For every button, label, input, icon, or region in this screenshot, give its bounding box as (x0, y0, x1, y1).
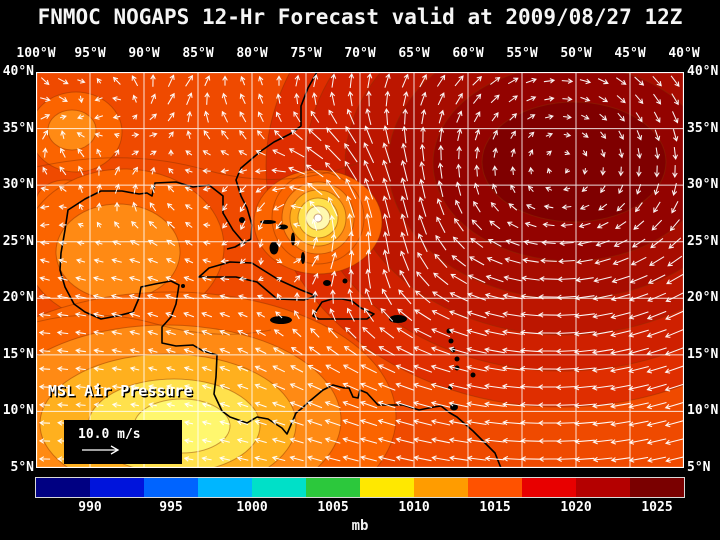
wind-scale-legend: 10.0 m/s (64, 420, 182, 464)
colorbar-tick-label: 1005 (317, 500, 349, 515)
island-antilles (454, 356, 460, 362)
wind-scale-label: 10.0 m/s (78, 427, 141, 442)
lat-tick-label: 40°N (687, 64, 719, 79)
lat-tick-label: 15°N (687, 346, 719, 362)
island-andros (269, 241, 279, 255)
lat-tick-label: 20°N (687, 290, 719, 306)
island-puerto-rico (389, 315, 407, 323)
coastline-cuba (198, 261, 317, 301)
lat-tick-label: 5°N (10, 460, 34, 475)
colorbar-segment (414, 478, 468, 497)
colorbar-segment (630, 478, 684, 497)
lat-tick-label: 10°N (2, 403, 34, 419)
colorbar-tick-label: 1025 (641, 500, 673, 515)
lat-tick-label: 30°N (2, 177, 34, 193)
lon-tick-label: 90°W (128, 46, 160, 61)
colorbar-segment (36, 478, 90, 497)
lat-tick-label: 15°N (2, 346, 34, 362)
coastline-north-central-south-america (59, 72, 502, 468)
colorbar-tick-label: 990 (78, 500, 102, 515)
lat-tick-label: 5°N (687, 460, 711, 475)
lon-tick-label: 80°W (236, 46, 268, 61)
lat-tick-label: 10°N (687, 403, 719, 419)
colorbar-segment (144, 478, 198, 497)
colorbar-segment (468, 478, 522, 497)
colorbar-tick-label: 1010 (398, 500, 430, 515)
lat-tick-label: 25°N (2, 233, 34, 249)
latitude-axis-left: 40°N 35°N 30°N 25°N 20°N 15°N 10°N 5°N (0, 0, 34, 540)
island-cozumel (181, 284, 185, 288)
lon-tick-label: 85°W (182, 46, 214, 61)
tropical-cyclone (253, 169, 383, 275)
lake-okeechobee (239, 217, 245, 223)
chart-title: FNMOC NOGAPS 12-Hr Forecast valid at 200… (37, 5, 683, 29)
colorbar-unit: mb (351, 518, 369, 534)
lat-tick-label: 40°N (2, 64, 34, 79)
field-label: MSL Air Pressure (48, 382, 193, 400)
island-abaco (278, 224, 288, 230)
forecast-map-canvas (36, 72, 684, 468)
island-barbados (470, 372, 476, 378)
colorbar-segment (306, 478, 360, 497)
latitude-axis-right: 40°N 35°N 30°N 25°N 20°N 15°N 10°N 5°N (687, 0, 720, 540)
lon-tick-label: 50°W (560, 46, 592, 61)
lon-tick-label: 100°W (16, 46, 56, 61)
lon-tick-label: 70°W (344, 46, 376, 61)
colorbar-tick-label: 1000 (236, 500, 268, 515)
lat-tick-label: 25°N (687, 233, 719, 249)
island-jamaica (270, 316, 292, 324)
lon-tick-label: 45°W (614, 46, 646, 61)
colorbar-segment (198, 478, 252, 497)
island-great-inagua (323, 280, 331, 286)
colorbar-segment (360, 478, 414, 497)
colorbar-tick-label: 1020 (560, 500, 592, 515)
lon-tick-label: 95°W (74, 46, 106, 61)
island-turks (342, 278, 348, 284)
grid-layer (36, 72, 684, 468)
island-grand-bahama (260, 220, 276, 224)
lon-tick-label: 75°W (290, 46, 322, 61)
florida-keys (226, 242, 243, 250)
lat-tick-label: 30°N (687, 177, 719, 193)
lon-tick-label: 65°W (398, 46, 430, 61)
map-border (36, 72, 684, 468)
colorbar (35, 477, 685, 498)
lat-tick-label: 35°N (687, 120, 719, 136)
lat-tick-label: 35°N (2, 120, 34, 136)
wind-arrow-layer (38, 72, 684, 463)
wind-scale-arrow-icon (82, 445, 120, 455)
colorbar-tick-labels: 990 995 1000 1005 1010 1015 1020 1025 (36, 500, 720, 515)
gulf-low-region (36, 168, 225, 326)
colorbar-segment (576, 478, 630, 497)
coastlines-layer (59, 72, 502, 468)
colorbar-segment (252, 478, 306, 497)
island-long-island (301, 252, 305, 264)
colorbar-segment (522, 478, 576, 497)
longitude-axis-top: 100°W 95°W 90°W 85°W 80°W 75°W 70°W 65°W 60°W 55°… (0, 46, 720, 62)
island-eleuthera (291, 232, 295, 246)
colorbar-tick-label: 1015 (479, 500, 511, 515)
lon-tick-label: 55°W (506, 46, 538, 61)
lon-tick-label: 40°W (668, 46, 700, 61)
lat-tick-label: 20°N (2, 290, 34, 306)
colorbar-tick-label: 995 (159, 500, 183, 515)
colorbar-segment (90, 478, 144, 497)
map-area: MSL Air Pressure 10.0 m/s (36, 72, 684, 468)
island-antilles (448, 338, 454, 344)
lon-tick-label: 60°W (452, 46, 484, 61)
